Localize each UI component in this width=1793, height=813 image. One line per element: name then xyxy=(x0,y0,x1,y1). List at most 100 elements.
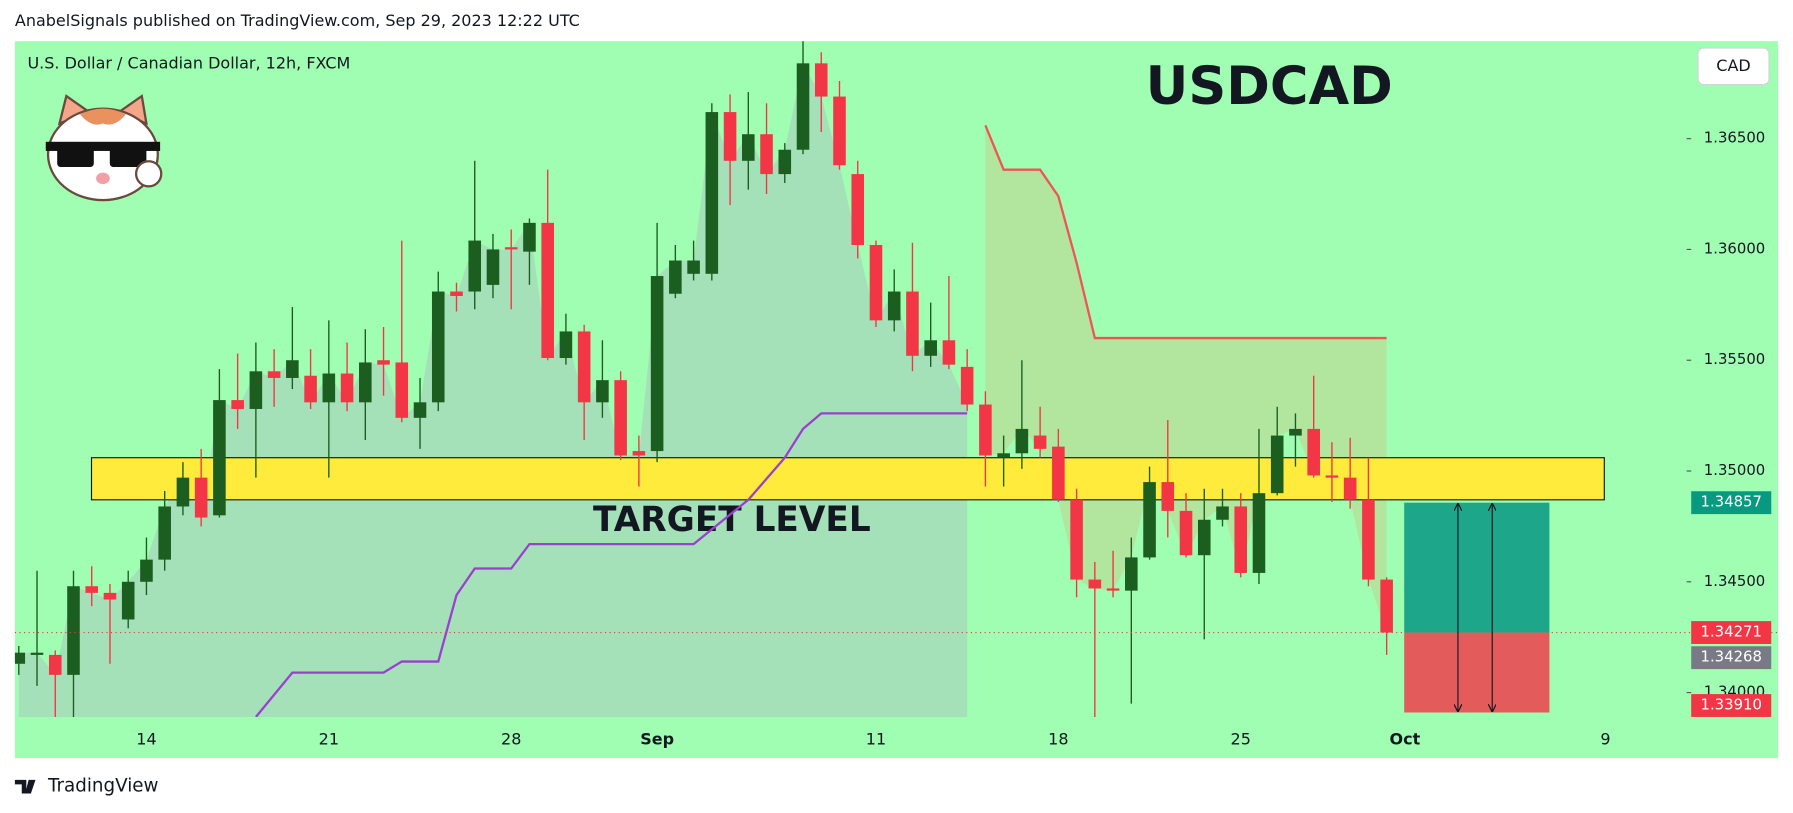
candle-body xyxy=(760,134,773,175)
candle-body xyxy=(577,331,591,403)
candle-body xyxy=(1179,510,1193,556)
price-label: 1.33910 xyxy=(1700,696,1761,714)
candle-body xyxy=(650,276,664,452)
candle-body xyxy=(778,149,792,175)
candle-body xyxy=(906,291,919,356)
candle-body xyxy=(869,245,883,321)
x-tick-label: 11 xyxy=(866,729,886,748)
candle-body xyxy=(176,477,190,507)
price-label-box xyxy=(1691,694,1772,717)
y-tick-label: 1.34500 xyxy=(1704,572,1765,590)
candle-body xyxy=(48,654,62,675)
position-layer xyxy=(14,502,1779,713)
header: AnabelSignals published on TradingView.c… xyxy=(15,11,580,30)
candle-body xyxy=(450,291,463,296)
candle-body xyxy=(140,559,153,582)
candle-body xyxy=(814,63,828,97)
candle-body xyxy=(523,222,536,252)
candle-body xyxy=(322,373,336,403)
price-label-box xyxy=(1691,646,1772,670)
candle-body xyxy=(924,340,937,356)
symbol-legend: U.S. Dollar / Canadian Dollar, 12h, FXCM xyxy=(27,54,350,73)
candle-body xyxy=(559,331,573,359)
right-cloud xyxy=(985,125,1387,633)
candle-body xyxy=(158,506,171,560)
x-tick-label: 9 xyxy=(1600,729,1610,748)
fill-layer xyxy=(18,63,1387,717)
x-tick-label: 25 xyxy=(1231,729,1251,748)
candle-body xyxy=(997,453,1010,458)
candle-body xyxy=(1270,435,1284,494)
candle-body xyxy=(395,362,409,418)
candle-body xyxy=(1234,506,1248,573)
candle-body xyxy=(1362,499,1375,580)
footer-logo xyxy=(14,779,36,794)
candle-body xyxy=(1307,428,1320,476)
overlay-line xyxy=(984,124,1387,340)
candle-body xyxy=(504,247,518,250)
candle-body xyxy=(1088,579,1102,589)
y-tick-label: 1.35500 xyxy=(1704,350,1765,368)
candle-body xyxy=(1015,428,1029,454)
candle-layer xyxy=(14,41,1393,717)
left-cloud xyxy=(18,63,968,717)
candle-body xyxy=(286,360,299,378)
price-label: 1.34857 xyxy=(1700,493,1761,511)
x-tick-label: Oct xyxy=(1390,729,1421,748)
price-label-box xyxy=(1691,491,1772,515)
candle-body xyxy=(1033,435,1047,449)
zone-label: TARGET LEVEL xyxy=(593,500,871,540)
candle-body xyxy=(231,400,244,409)
x-tick-label: Sep xyxy=(640,729,674,748)
candle-body xyxy=(67,586,80,675)
target-box xyxy=(1404,502,1550,633)
candle-body xyxy=(1289,428,1302,436)
candle-body xyxy=(377,360,390,365)
x-tick-label: 28 xyxy=(501,729,521,748)
footer-text: TradingView xyxy=(47,776,159,797)
candle-body xyxy=(887,291,901,321)
candle-body xyxy=(669,260,682,294)
candle-body xyxy=(687,260,700,274)
y-tick-label: 1.35000 xyxy=(1704,461,1765,479)
price-label-box xyxy=(1691,621,1772,644)
x-tick-label: 18 xyxy=(1048,729,1068,748)
candle-body xyxy=(468,240,482,292)
candle-body xyxy=(614,380,627,456)
candle-body xyxy=(1143,482,1156,558)
axis-layer: 1.340001.345001.350001.355001.360001.365… xyxy=(136,129,1772,748)
candle-body xyxy=(103,592,117,600)
price-label: 1.34268 xyxy=(1700,648,1761,666)
candle-body xyxy=(979,404,992,456)
stop-box xyxy=(1404,632,1550,713)
candle-body xyxy=(1380,579,1393,633)
candle-body xyxy=(30,652,44,655)
overlay-layer xyxy=(254,124,1387,717)
candle-body xyxy=(213,400,226,516)
currency-button[interactable] xyxy=(1697,47,1770,86)
cat-icon xyxy=(45,94,163,202)
candle-body xyxy=(942,340,956,365)
candle-body xyxy=(413,402,427,418)
y-tick-label: 1.36000 xyxy=(1704,239,1765,257)
candle-body xyxy=(1252,493,1266,573)
candle-body xyxy=(304,375,317,403)
candle-body xyxy=(1106,588,1120,591)
candle-body xyxy=(1161,482,1175,511)
candle-body xyxy=(14,652,26,664)
price-label: 1.34271 xyxy=(1700,623,1761,641)
candle-body xyxy=(1125,557,1138,591)
currency-label[interactable]: CAD xyxy=(1716,56,1750,75)
candle-body xyxy=(249,371,263,409)
candle-body xyxy=(486,249,500,285)
candle-body xyxy=(851,174,865,246)
overlay-line xyxy=(254,412,968,717)
chart-title: USDCAD xyxy=(1146,56,1393,117)
candle-body xyxy=(723,112,737,161)
candle-body xyxy=(1197,519,1211,556)
candle-body xyxy=(267,371,281,378)
x-tick-label: 14 xyxy=(136,729,156,748)
candle-body xyxy=(960,366,974,405)
